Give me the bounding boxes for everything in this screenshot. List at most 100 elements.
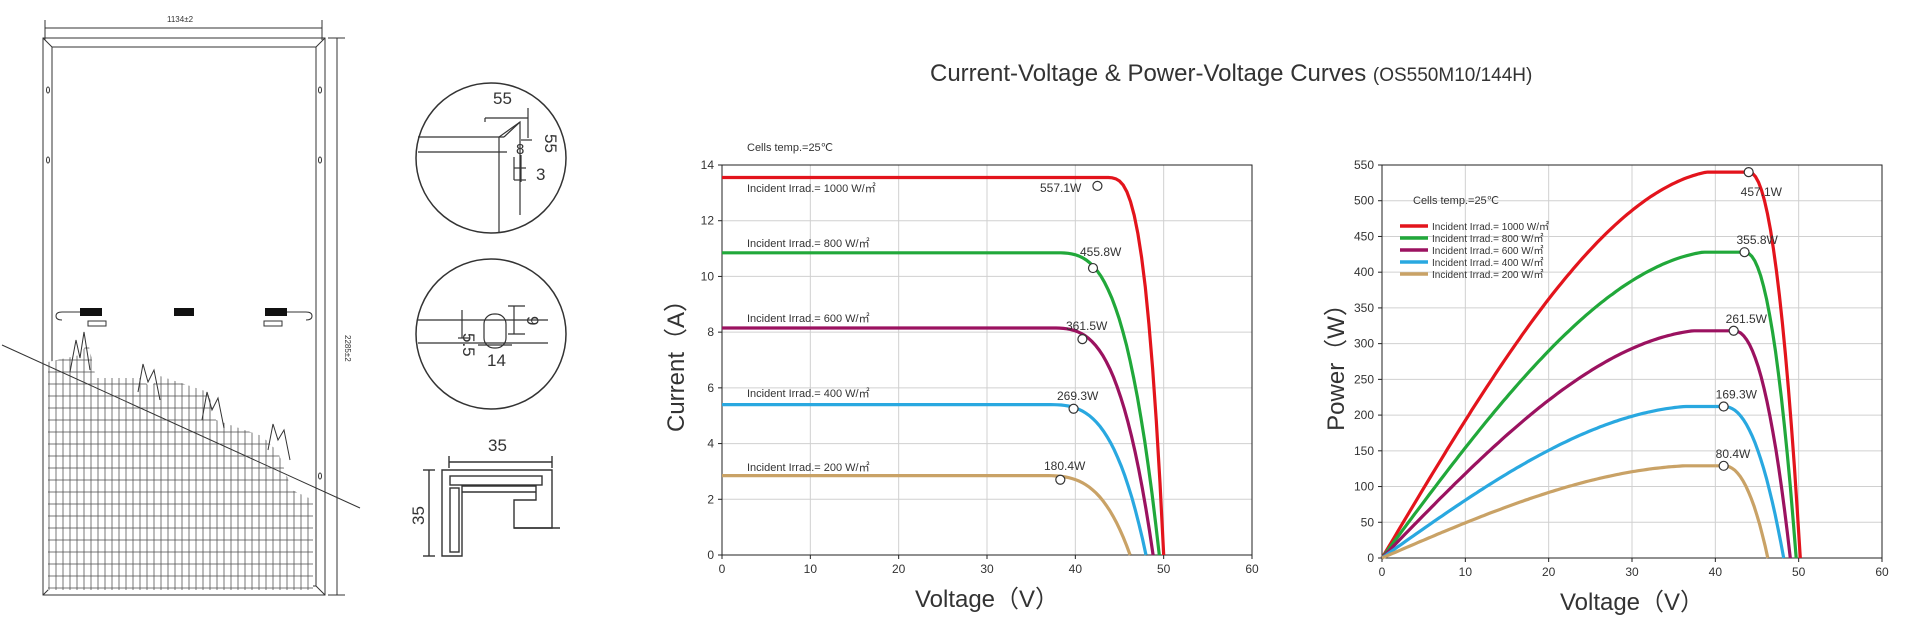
dim-label: 5.5 [459,333,478,357]
y-tick-label: 8 [707,325,714,339]
y-tick-label: 14 [701,158,715,172]
dim-label: 35 [409,506,428,525]
mpp-label: 80.4W [1716,447,1751,461]
dim-label: 35 [488,436,507,455]
y-tick-label: 12 [701,214,715,228]
x-tick-label: 0 [719,562,726,576]
y-tick-label: 400 [1354,265,1374,279]
mpp-marker [1728,325,1739,336]
y-axis-label: Current（A） [663,288,690,432]
iv-curve [722,251,1161,556]
detail-circle-1 [415,82,567,234]
dim-label: 14 [487,351,506,370]
x-tick-label: 10 [804,562,818,576]
y-tick-label: 2 [707,492,714,506]
mpp-label: 355.8W [1737,233,1779,247]
pv-curve [1380,250,1798,559]
mpp-label: 455.8W [1080,245,1122,259]
series-label: Incident Irrad.= 1000 W/㎡ [747,182,876,195]
mpp-label: 269.3W [1057,389,1099,403]
width-label: 1134±2 [167,15,194,24]
x-tick-label: 30 [980,562,994,576]
mpp-label: 361.5W [1066,319,1108,333]
y-tick-label: 100 [1354,480,1374,494]
dim-label: 9 [523,316,542,325]
title-main: Current-Voltage & Power-Voltage Curves [930,60,1367,87]
y-tick-label: 10 [701,269,715,283]
mpp-label: 169.3W [1716,388,1758,402]
x-tick-label: 10 [1459,565,1473,579]
mpp-marker [1087,262,1099,274]
dim-label: 55 [541,134,560,153]
x-tick-label: 50 [1157,562,1171,576]
series-label: Incident Irrad.= 200 W/㎡ [747,461,870,474]
plot-frame [721,164,1253,556]
module-frame [42,37,326,596]
mpp-label: 557.1W [1040,181,1082,195]
mpp-marker [1739,247,1750,258]
pv-curve [1380,170,1802,559]
junction-box-cables [55,308,313,327]
y-tick-label: 350 [1354,301,1374,315]
y-tick-label: 6 [707,381,714,395]
x-tick-label: 20 [892,562,906,576]
y-tick-label: 0 [707,548,714,562]
y-tick-label: 450 [1354,229,1374,243]
legend-label: Incident Irrad.= 800 W/㎡ [1432,233,1543,245]
dim-label: 3 [536,165,545,184]
mpp-marker [1743,167,1754,178]
y-tick-label: 200 [1354,408,1374,422]
x-tick-label: 60 [1245,562,1259,576]
dim-label: 8 [516,141,524,158]
x-tick-label: 60 [1875,565,1889,579]
mpp-marker [1055,474,1066,485]
y-tick-label: 50 [1361,515,1375,529]
pv-curve [1381,404,1786,560]
y-tick-label: 4 [707,437,714,451]
iv-curve [722,326,1155,556]
iv-curve [722,175,1166,556]
dim-label: 55 [493,89,512,108]
y-tick-label: 500 [1354,194,1374,208]
legend-label: Incident Irrad.= 600 W/㎡ [1432,245,1543,257]
plot-frame [1381,164,1883,559]
x-tick-label: 40 [1069,562,1083,576]
mpp-marker [1718,460,1729,471]
break-line [1,344,361,509]
mpp-marker [1718,401,1729,412]
x-tick-label: 50 [1792,565,1806,579]
y-tick-label: 0 [1367,551,1374,565]
legend-label: Incident Irrad.= 1000 W/㎡ [1432,221,1549,233]
series-label: Incident Irrad.= 600 W/㎡ [747,312,870,325]
x-tick-label: 40 [1709,565,1723,579]
iv-curve [722,403,1148,556]
x-tick-label: 20 [1542,565,1556,579]
legend-label: Incident Irrad.= 200 W/㎡ [1432,269,1543,281]
mpp-label: 261.5W [1726,312,1768,326]
cells-temp-label: Cells temp.=25℃ [1413,195,1499,207]
height-label: 2285±2 [343,335,352,362]
detail-circle-2 [415,258,567,410]
title-model: (OS550M10/144H) [1372,65,1533,86]
x-axis-label: Voltage（V） [915,586,1059,613]
mpp-label: 457.1W [1741,185,1783,199]
x-axis-label: Voltage（V） [1560,589,1704,616]
pv-curve [1380,329,1792,560]
y-axis-label: Power（W） [1323,292,1350,431]
cells-temp-label: Cells temp.=25℃ [747,142,833,154]
mpp-marker [1077,334,1088,345]
series-label: Incident Irrad.= 400 W/㎡ [747,387,870,400]
mpp-label: 180.4W [1044,459,1086,473]
x-tick-label: 30 [1625,565,1639,579]
x-tick-label: 0 [1379,565,1386,579]
y-tick-label: 150 [1354,444,1374,458]
y-tick-label: 300 [1354,337,1374,351]
frame-section [423,456,560,557]
pv-curve [1381,464,1770,560]
series-label: Incident Irrad.= 800 W/㎡ [747,237,870,250]
mpp-marker [1092,180,1103,191]
